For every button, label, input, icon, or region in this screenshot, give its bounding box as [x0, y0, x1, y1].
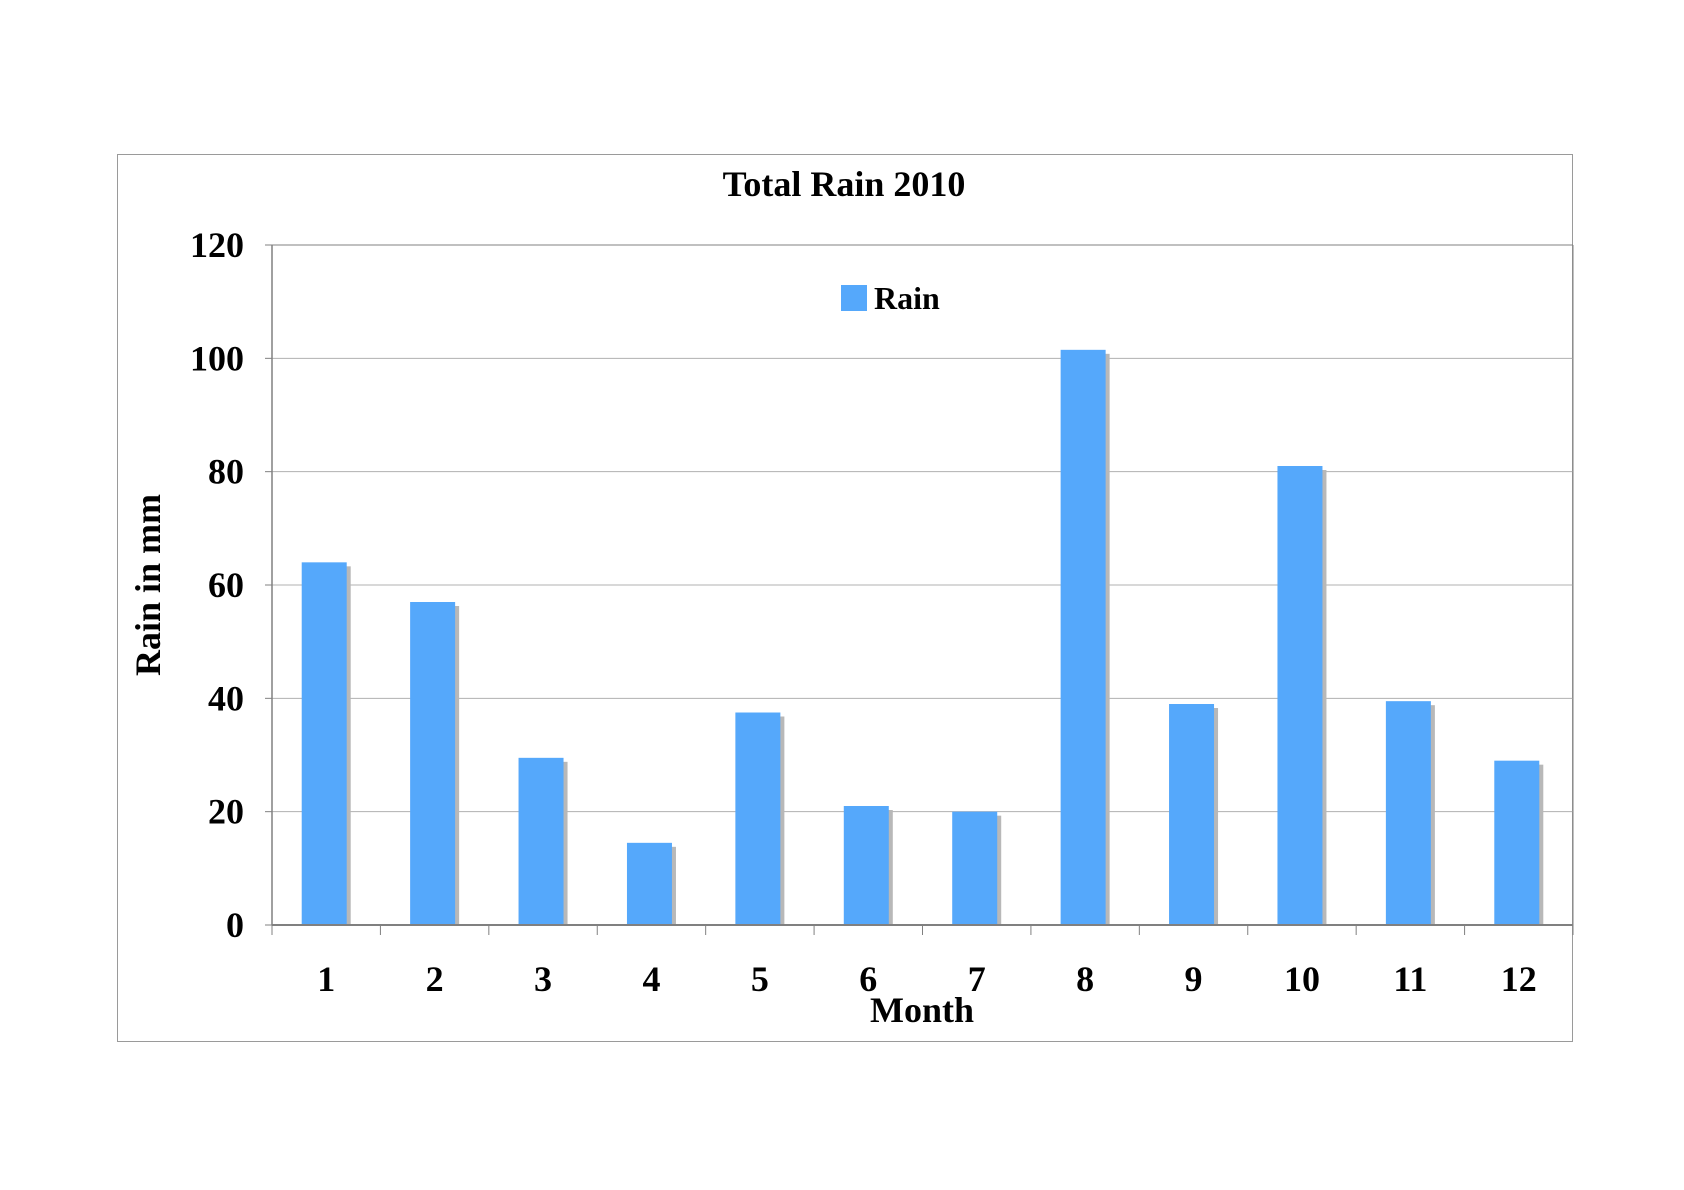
bar-1	[301, 562, 347, 925]
x-axis-label: Month	[870, 990, 974, 1030]
x-tick-label-10: 10	[1284, 959, 1320, 999]
x-tick-label-4: 4	[642, 959, 660, 999]
y-tick-labels: 0 20 40 60 80 100 120	[190, 225, 244, 945]
x-tick-label-8: 8	[1076, 959, 1094, 999]
bar-9	[1169, 704, 1215, 925]
bars	[301, 349, 1544, 925]
x-tick-labels: 1 2 3 4 5 6 7 8 9 10 11 12	[317, 959, 1537, 999]
bar-5	[735, 712, 781, 925]
legend: Rain	[841, 280, 940, 316]
y-tick-label-100: 100	[190, 338, 244, 378]
gridlines	[272, 244, 1573, 813]
y-tick-label-0: 0	[226, 905, 244, 945]
y-tick-label-60: 60	[208, 565, 244, 605]
y-tick-label-20: 20	[208, 792, 244, 832]
x-tick-label-2: 2	[426, 959, 444, 999]
bar-4	[626, 842, 672, 925]
bar-10	[1277, 466, 1323, 925]
x-tick-label-7: 7	[968, 959, 986, 999]
bar-3	[518, 757, 564, 925]
chart-title: Total Rain 2010	[723, 164, 966, 204]
bar-7	[952, 811, 998, 925]
x-tick-label-5: 5	[751, 959, 769, 999]
bar-11	[1385, 701, 1431, 925]
y-tick-label-80: 80	[208, 452, 244, 492]
x-tick-label-6: 6	[859, 959, 877, 999]
y-tick-label-120: 120	[190, 225, 244, 265]
y-tick-label-40: 40	[208, 678, 244, 718]
y-axis-label: Rain in mm	[128, 494, 168, 676]
legend-label-rain: Rain	[874, 280, 940, 316]
bar-12	[1494, 760, 1540, 925]
bar-6	[843, 806, 889, 925]
bar-2	[410, 602, 456, 925]
x-tick-label-9: 9	[1185, 959, 1203, 999]
x-tick-label-11: 11	[1393, 959, 1427, 999]
x-tick-label-1: 1	[317, 959, 335, 999]
axes	[265, 244, 1574, 935]
bar-8	[1060, 349, 1106, 925]
x-tick-label-12: 12	[1501, 959, 1537, 999]
legend-swatch-rain	[841, 285, 867, 311]
x-tick-label-3: 3	[534, 959, 552, 999]
